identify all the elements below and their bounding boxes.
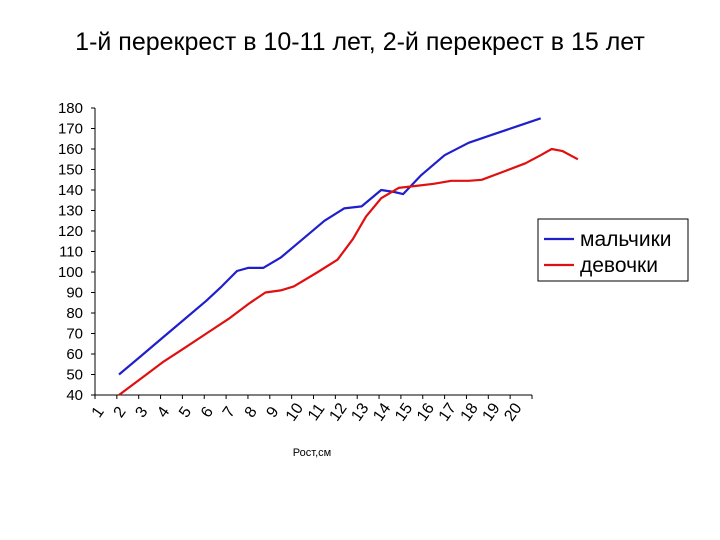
series-line-girls [118, 147, 579, 396]
legend-box [537, 218, 689, 282]
series-line-boys [118, 117, 542, 376]
y-tick-label: 130 [58, 203, 83, 220]
y-tick-label: 160 [58, 141, 83, 158]
legend-label: мальчики [580, 228, 672, 251]
x-tick-label: 20 [501, 400, 525, 424]
y-tick-label: 120 [58, 223, 83, 240]
x-tick-label: 19 [479, 400, 503, 424]
x-tick-label: 9 [264, 404, 283, 421]
x-tick-label: 11 [305, 401, 329, 424]
x-tick-label: 6 [198, 404, 217, 421]
x-tick-label: 14 [370, 400, 394, 424]
y-tick-label: 110 [59, 244, 83, 261]
y-tick-label: 60 [66, 346, 83, 363]
x-tick-label: 16 [414, 400, 438, 424]
x-tick-label: 15 [392, 400, 416, 424]
x-tick-label: 17 [436, 400, 460, 424]
y-tick-label: 70 [66, 326, 83, 343]
y-tick-label: 90 [66, 285, 83, 302]
y-tick-label: 40 [66, 387, 83, 404]
x-tick-label: 10 [283, 400, 307, 424]
x-tick-label: 1 [89, 404, 108, 421]
x-tick-label: 12 [327, 400, 351, 424]
x-tick-label: 4 [154, 404, 173, 421]
x-tick-label: 8 [242, 404, 261, 421]
x-tick-label: 18 [458, 400, 482, 424]
y-tick-label: 170 [58, 121, 83, 138]
legend-label: девочки [580, 254, 658, 277]
y-tick-label: 100 [58, 264, 83, 281]
x-tick-label: 13 [348, 400, 372, 424]
y-tick-label: 180 [58, 100, 83, 117]
y-tick-label: 150 [58, 162, 83, 179]
x-tick-label: 2 [111, 404, 130, 421]
x-tick-label: 7 [220, 404, 239, 421]
x-axis-title: Рост,см [293, 447, 331, 459]
x-tick-label: 5 [176, 404, 195, 421]
chart-title: 1-й перекрест в 10-11 лет, 2-й перекрест… [75, 28, 645, 56]
y-tick-label: 80 [66, 305, 83, 322]
y-tick-label: 140 [58, 182, 83, 199]
y-tick-label: 50 [66, 367, 83, 384]
x-tick-label: 3 [132, 404, 151, 421]
